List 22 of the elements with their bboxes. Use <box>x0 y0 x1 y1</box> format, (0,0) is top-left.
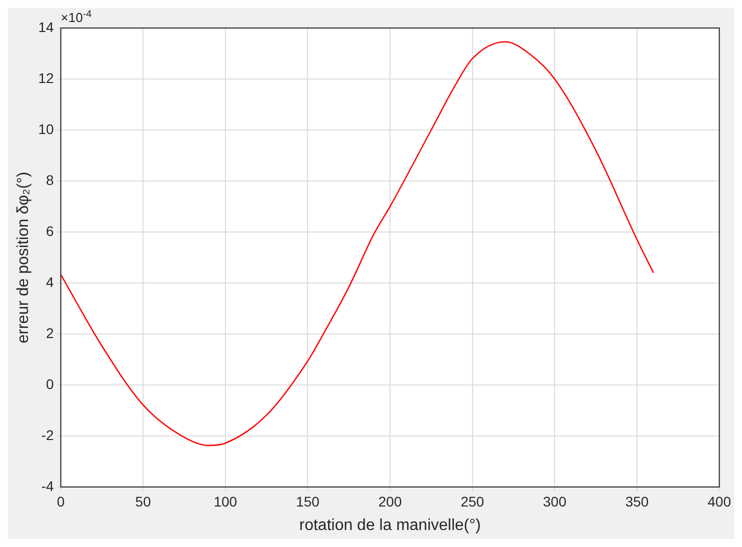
x-tick-label: 300 <box>543 493 567 510</box>
x-tick-label: 250 <box>460 493 484 510</box>
x-tick-label: 400 <box>708 493 732 510</box>
x-tick-label: 150 <box>296 493 320 510</box>
x-axis-title: rotation de la manivelle(°) <box>299 516 481 534</box>
x-tick-label: 100 <box>214 493 238 510</box>
y-tick-label: 6 <box>46 222 54 239</box>
y-tick-label: -4 <box>41 478 54 494</box>
y-tick-label: 8 <box>46 172 54 188</box>
x-tick-label: 0 <box>56 493 65 510</box>
line-series <box>60 41 654 446</box>
y-axis-title: erreur de position δφ₂(°) <box>15 172 32 344</box>
y-tick-label: 0 <box>46 376 54 392</box>
y-tick-label: 4 <box>46 274 54 290</box>
y-tick-label: 2 <box>46 324 54 341</box>
y-tick-label: 10 <box>38 120 54 137</box>
x-tick-label: 350 <box>625 493 649 510</box>
y-tick-label: -2 <box>41 426 54 443</box>
y-tick-label: 14 <box>38 18 54 35</box>
x-tick-label: 200 <box>378 493 402 510</box>
x-tick-label: 50 <box>135 493 152 510</box>
y-tick-label: 12 <box>38 70 54 86</box>
